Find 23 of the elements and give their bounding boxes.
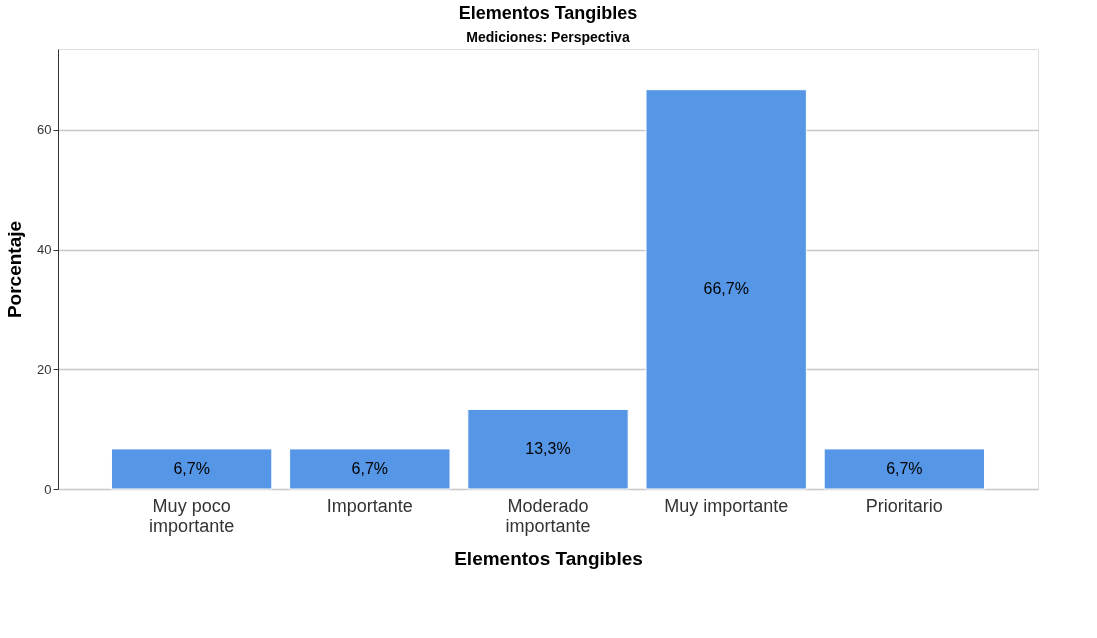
x-tick-label: Importante (326, 495, 413, 516)
x-axis-title: Elementos Tangibles (454, 547, 643, 569)
data-label: 66,7% (703, 280, 749, 298)
y-tick-label: 60 (37, 122, 52, 138)
y-tick-label: 20 (37, 361, 52, 377)
data-label: 13,3% (525, 440, 571, 458)
data-label: 6,7% (173, 459, 210, 477)
x-tick-label: Prioritario (865, 495, 943, 516)
bar (289, 448, 451, 490)
bar (645, 89, 807, 490)
bar (467, 408, 629, 490)
x-tick-label: Muy importante (664, 495, 789, 516)
bar (110, 448, 273, 490)
x-tick-label: Moderado importante (505, 495, 591, 536)
chart-title: Elementos Tangibles (458, 3, 638, 23)
y-axis-title: Porcentaje (4, 220, 26, 319)
y-tick-label: 40 (37, 242, 52, 258)
x-tick-label: Muy poco importante (149, 495, 235, 536)
y-tick-label: 0 (44, 481, 52, 497)
chart-subtitle: Mediciones: Perspectiva (466, 29, 630, 45)
bar (823, 448, 986, 490)
data-label: 6,7% (351, 459, 389, 477)
data-label: 6,7% (886, 459, 923, 477)
